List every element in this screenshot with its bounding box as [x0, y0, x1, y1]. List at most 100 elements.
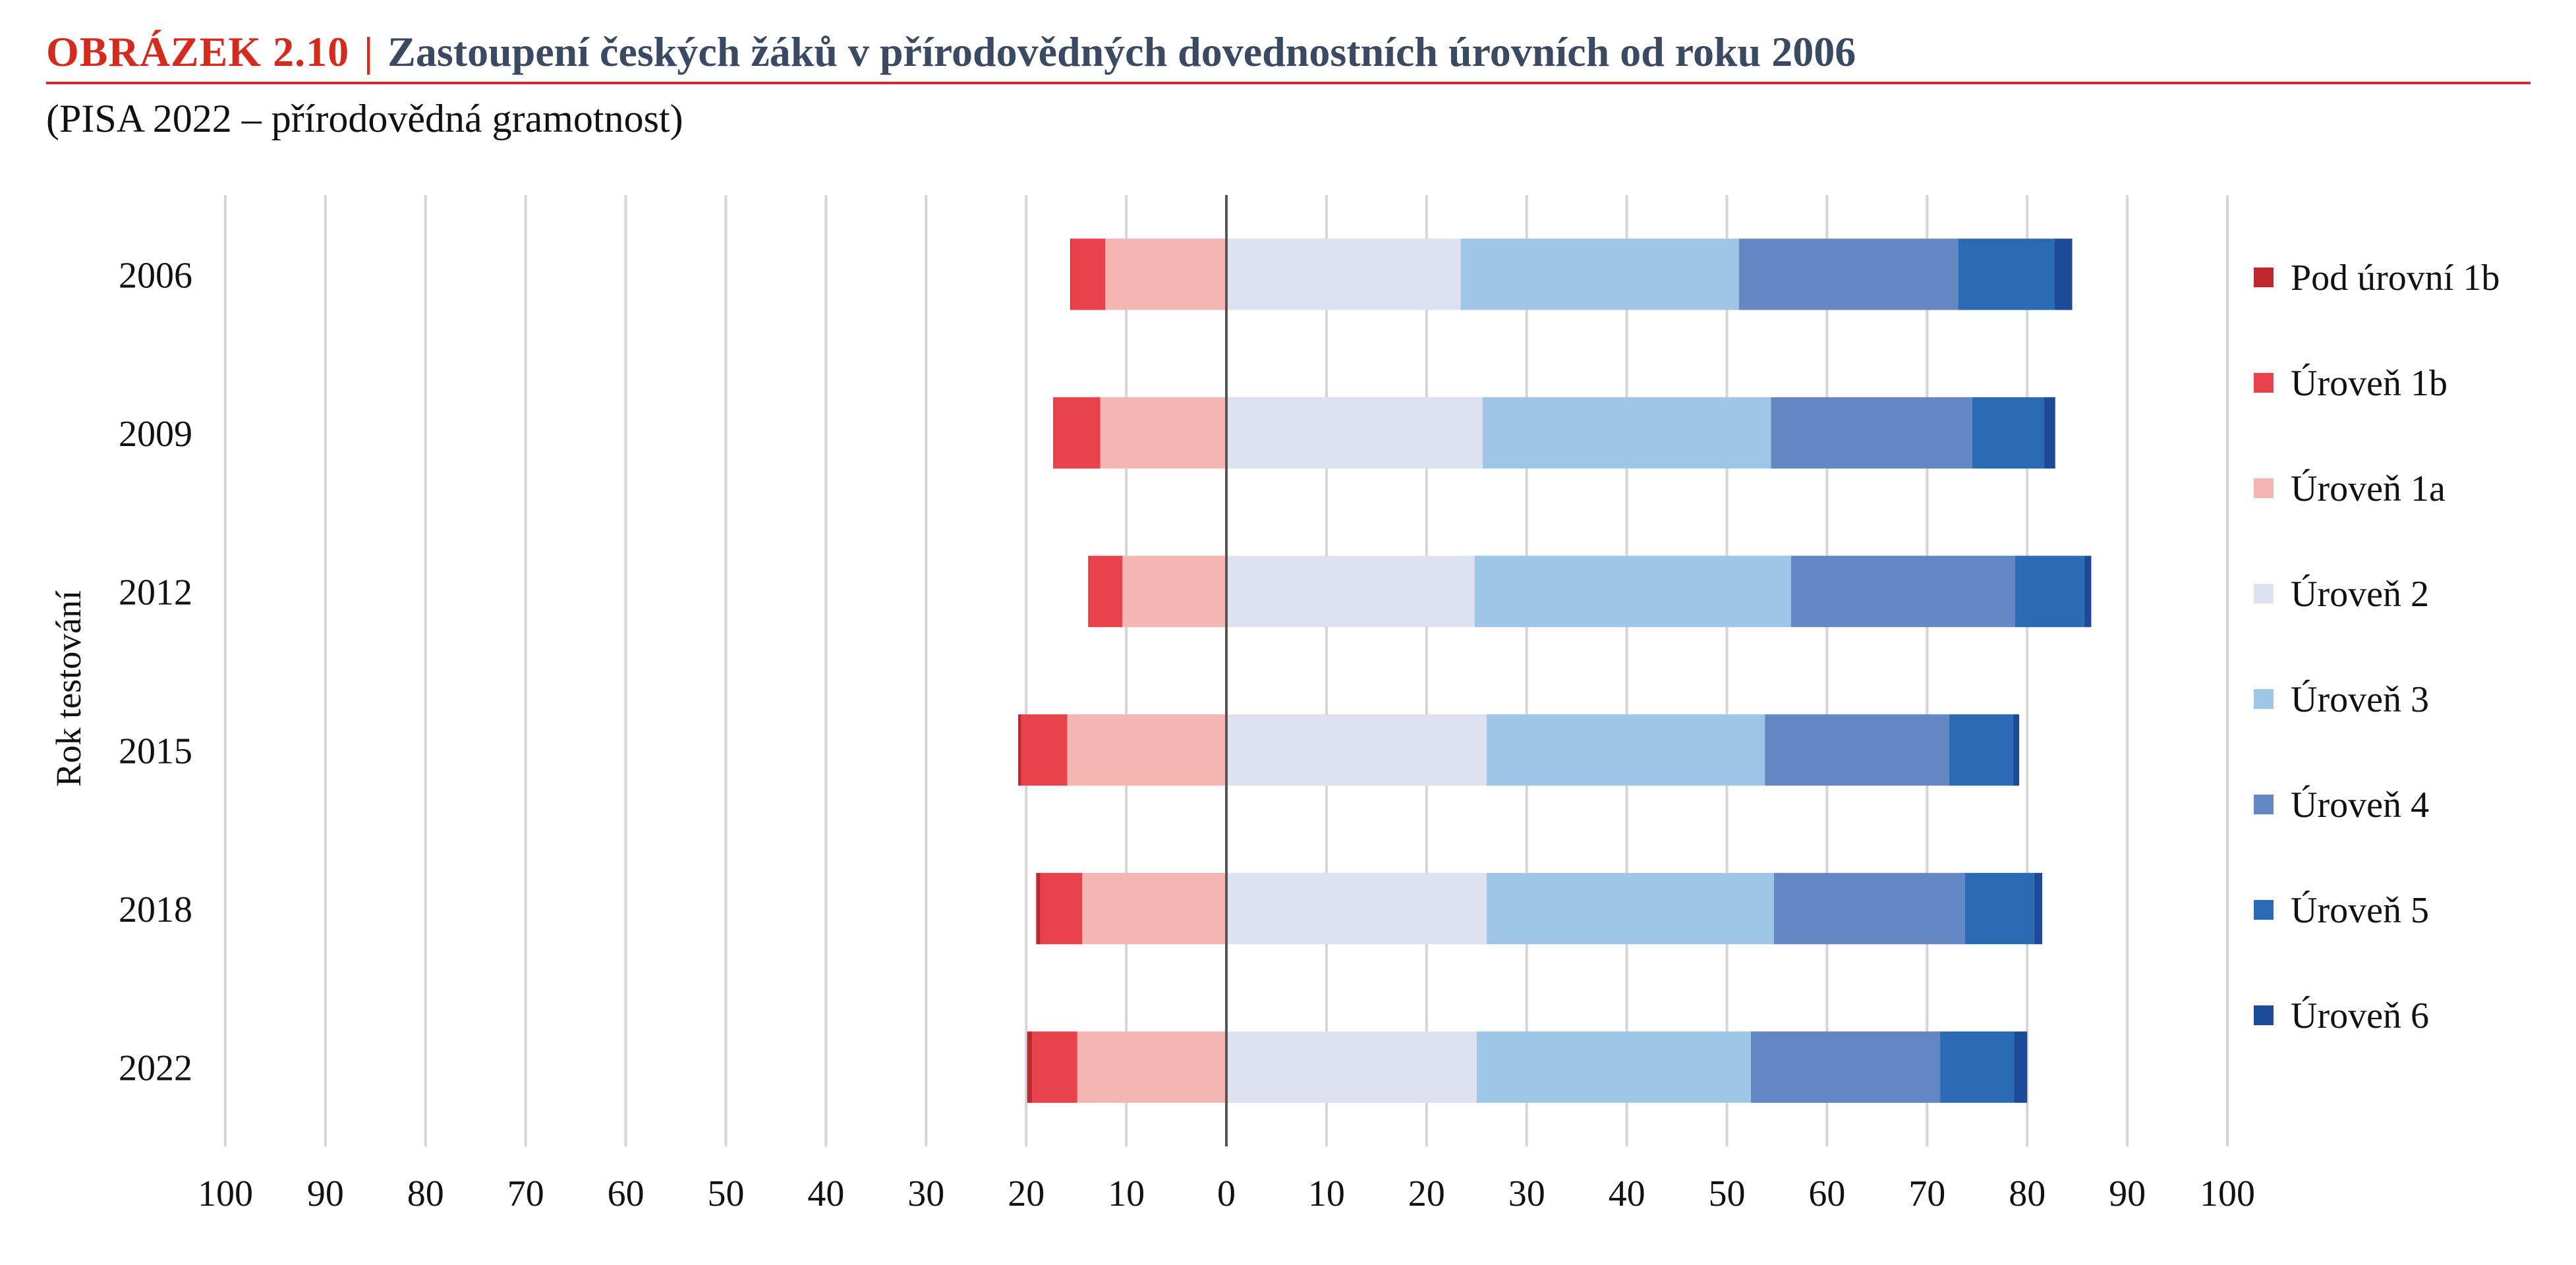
- x-tick-label: 20: [1408, 1173, 1445, 1214]
- legend-label-uroven-1a: Úroveň 1a: [2291, 468, 2446, 509]
- bar-uroven-3-2012: [1474, 555, 1791, 627]
- bar-uroven-1a-2022: [1077, 1031, 1226, 1103]
- x-tick-label: 80: [407, 1173, 444, 1214]
- legend-label-uroven-2: Úroveň 2: [2291, 573, 2429, 615]
- bar-uroven-5-2015: [1949, 714, 2013, 786]
- bar-uroven-5-2022: [1940, 1031, 2015, 1103]
- x-tick-label: 90: [307, 1173, 344, 1214]
- x-tick-label: 50: [1709, 1173, 1746, 1214]
- y-tick-label: 2009: [119, 414, 192, 455]
- legend-swatch-uroven-6: [2254, 1005, 2274, 1025]
- bar-pod-urovni-1b-2006: [1070, 239, 1072, 310]
- legend-swatch-uroven-1b: [2254, 373, 2274, 393]
- legend-label-uroven-3: Úroveň 3: [2291, 679, 2429, 720]
- bar-uroven-6-2012: [2084, 555, 2092, 627]
- legend-swatch-uroven-2: [2254, 584, 2274, 604]
- y-tick-label: 2018: [119, 889, 192, 930]
- bar-uroven-4-2018: [1773, 872, 1966, 945]
- figure-subtitle: (PISA 2022 – přírodovědná gramotnost): [46, 97, 683, 140]
- x-tick-label: 100: [198, 1173, 253, 1214]
- bar-uroven-4-2022: [1750, 1031, 1941, 1103]
- figure-header: OBRÁZEK 2.10 | Zastoupení českých žáků v p…: [46, 22, 2531, 84]
- bar-uroven-1b-2018: [1040, 872, 1083, 945]
- legend-label-pod-urovni-1b: Pod úrovní 1b: [2291, 258, 2500, 298]
- bar-uroven-3-2015: [1486, 714, 1765, 786]
- y-tick-label: 2022: [119, 1048, 192, 1089]
- bar-uroven-4-2006: [1738, 239, 1959, 310]
- figure-title: OBRÁZEK 2.10 | Zastoupení českých žáků v p…: [46, 28, 1856, 76]
- legend-label-uroven-5: Úroveň 5: [2291, 889, 2429, 931]
- bar-uroven-5-2006: [1958, 239, 2055, 310]
- bar-uroven-1a-2012: [1122, 555, 1226, 627]
- y-tick-label: 2015: [119, 731, 192, 772]
- legend-swatch-uroven-4: [2254, 795, 2274, 814]
- figure-label: OBRÁZEK 2.10: [46, 28, 350, 75]
- bar-uroven-4-2009: [1771, 397, 1972, 469]
- legend-swatch-pod-urovni-1b: [2254, 267, 2274, 287]
- bar-uroven-2-2022: [1226, 1031, 1477, 1103]
- bar-uroven-4-2012: [1790, 555, 2015, 627]
- bar-uroven-1a-2009: [1100, 397, 1226, 469]
- legend-label-uroven-6: Úroveň 6: [2291, 995, 2429, 1036]
- bar-uroven-5-2009: [1972, 397, 2045, 469]
- bar-uroven-2-2018: [1226, 872, 1487, 945]
- x-tick-label: 60: [608, 1173, 644, 1214]
- bar-uroven-6-2015: [2013, 714, 2020, 786]
- bars: [1018, 239, 2092, 1103]
- axes: 100 90 80 70 60 50 40 30 20 10 0 10 20 30 40 50 60 70 80 90…: [119, 195, 2255, 1214]
- bar-uroven-6-2009: [2044, 397, 2055, 469]
- bar-uroven-1a-2006: [1105, 239, 1226, 310]
- y-tick-label: 2012: [119, 573, 192, 613]
- legend-label-uroven-1b: Úroveň 1b: [2291, 362, 2447, 404]
- bar-uroven-3-2006: [1460, 239, 1739, 310]
- bar-pod-urovni-1b-2009: [1053, 397, 1054, 469]
- bar-uroven-1a-2015: [1067, 714, 1226, 786]
- bar-uroven-1b-2022: [1032, 1031, 1077, 1103]
- bar-uroven-5-2018: [1965, 872, 2034, 945]
- bar-uroven-1b-2009: [1054, 397, 1101, 469]
- x-tick-label: 90: [2109, 1173, 2146, 1214]
- y-axis-title: Rok testování: [49, 590, 88, 787]
- bar-uroven-5-2012: [2015, 555, 2084, 627]
- bar-uroven-3-2022: [1476, 1031, 1751, 1103]
- legend: Pod úrovní 1b Úroveň 1b Úroveň 1a Úroveň 2 Ú…: [2254, 258, 2500, 1036]
- bar-pod-urovni-1b-2012: [1088, 555, 1089, 627]
- bar-uroven-2-2015: [1226, 714, 1487, 786]
- bar-uroven-1a-2018: [1082, 872, 1226, 945]
- y-tick-label: 2006: [119, 255, 192, 296]
- x-tick-label: 50: [708, 1173, 745, 1214]
- x-tick-label: 60: [1808, 1173, 1845, 1214]
- bar-uroven-3-2018: [1486, 872, 1774, 945]
- bar-uroven-3-2009: [1482, 397, 1771, 469]
- bar-pod-urovni-1b-2018: [1036, 872, 1041, 945]
- bar-uroven-6-2018: [2034, 872, 2042, 945]
- bar-uroven-2-2012: [1226, 555, 1475, 627]
- x-tick-label: 70: [1908, 1173, 1945, 1214]
- x-tick-label: 10: [1308, 1173, 1345, 1214]
- legend-label-uroven-4: Úroveň 4: [2291, 784, 2429, 826]
- x-tick-label: 40: [1609, 1173, 1646, 1214]
- x-tick-label: 20: [1008, 1173, 1045, 1214]
- x-tick-label: 100: [2200, 1173, 2255, 1214]
- bar-uroven-1b-2006: [1071, 239, 1106, 310]
- x-tick-label: 70: [507, 1173, 544, 1214]
- bar-pod-urovni-1b-2022: [1027, 1031, 1033, 1103]
- bar-uroven-6-2022: [2014, 1031, 2028, 1103]
- x-tick-label: 10: [1108, 1173, 1145, 1214]
- x-tick-label: 80: [2009, 1173, 2046, 1214]
- gridlines: [224, 195, 2229, 1146]
- x-tick-label: 40: [807, 1173, 844, 1214]
- title-separator: |: [364, 28, 374, 75]
- legend-swatch-uroven-1a: [2254, 478, 2274, 498]
- legend-swatch-uroven-5: [2254, 900, 2274, 920]
- figure-title-text: Zastoupení českých žáků v přírodovědných…: [387, 28, 1856, 75]
- bar-uroven-1b-2015: [1021, 714, 1068, 786]
- x-tick-label: 30: [1508, 1173, 1545, 1214]
- bar-uroven-4-2015: [1765, 714, 1949, 786]
- x-tick-label: 30: [907, 1173, 944, 1214]
- x-tick-label: 0: [1217, 1173, 1236, 1214]
- legend-swatch-uroven-3: [2254, 689, 2274, 709]
- bar-uroven-2-2009: [1226, 397, 1483, 469]
- bar-pod-urovni-1b-2015: [1018, 714, 1021, 786]
